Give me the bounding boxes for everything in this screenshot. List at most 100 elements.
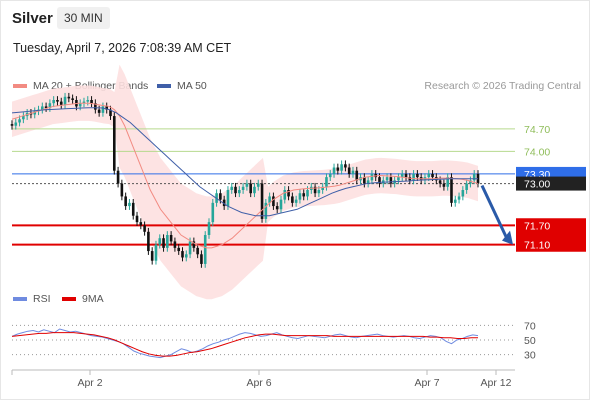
candle-bullish xyxy=(268,196,271,203)
candle-bullish xyxy=(412,173,415,181)
support-label-71.70: 71.70 xyxy=(524,220,550,232)
candle-bearish xyxy=(181,251,184,258)
candle-bearish xyxy=(139,222,143,226)
legend-ma50-label: MA 50 xyxy=(177,80,207,92)
candle-bullish xyxy=(453,199,457,203)
legend-rsi: RSI xyxy=(13,293,51,305)
candle-bearish xyxy=(116,170,120,184)
candle-bullish xyxy=(245,183,249,187)
x-tick-label: Apr 2 xyxy=(77,377,102,389)
candle-bullish xyxy=(101,106,105,113)
candle-bullish xyxy=(264,202,268,219)
candle-bearish xyxy=(196,247,199,255)
ma9-swatch xyxy=(62,297,76,301)
candle-bullish xyxy=(328,173,332,178)
candle-bearish xyxy=(249,183,252,194)
candle-bullish xyxy=(279,199,283,210)
candle-bearish xyxy=(287,190,290,197)
candle-bearish xyxy=(219,193,222,200)
datetime-label: Tuesday, April 7, 2026 7:08:39 AM CET xyxy=(13,41,232,55)
candle-bullish xyxy=(446,177,449,187)
rsi-swatch xyxy=(13,297,27,301)
candle-bearish xyxy=(313,186,317,194)
forecast-arrow-shaft xyxy=(480,184,508,238)
candle-bearish xyxy=(222,199,226,207)
candle-bearish xyxy=(355,170,359,181)
candle-bearish xyxy=(275,206,279,210)
candle-bullish xyxy=(188,241,192,255)
candle-bullish xyxy=(207,222,211,235)
candle-bullish xyxy=(461,190,465,197)
last-price-box xyxy=(516,176,586,191)
candle-bearish xyxy=(192,241,196,248)
candle-bullish xyxy=(78,103,82,107)
instrument-title: Silver xyxy=(12,10,53,27)
candle-bearish xyxy=(272,196,275,207)
candle-bearish xyxy=(363,177,366,184)
candle-bearish xyxy=(90,100,93,104)
candle-bearish xyxy=(347,167,351,174)
ma50-swatch xyxy=(157,84,171,88)
candle-bearish xyxy=(67,96,71,99)
candle-bearish xyxy=(450,177,453,203)
candle-bullish xyxy=(154,244,158,261)
candle-bearish xyxy=(234,186,237,194)
legend-9ma-label: 9MA xyxy=(82,293,104,305)
candle-bearish xyxy=(336,167,340,171)
candle-bullish xyxy=(457,196,461,200)
last-price-label: 73.00 xyxy=(524,179,550,191)
candle-bearish xyxy=(44,106,48,109)
candle-bullish xyxy=(41,106,44,110)
candle-bullish xyxy=(82,101,86,104)
candle-bullish xyxy=(86,100,90,102)
candle-bullish xyxy=(184,254,188,258)
candle-bullish xyxy=(33,111,37,115)
support-label-71.10: 71.10 xyxy=(524,240,550,252)
candle-bearish xyxy=(59,101,63,105)
candle-bullish xyxy=(340,164,343,171)
candle-bullish xyxy=(211,202,215,223)
candle-bearish xyxy=(416,173,419,178)
candle-bullish xyxy=(22,116,25,120)
candle-bearish xyxy=(56,100,59,102)
candle-bearish xyxy=(135,215,139,223)
candle-bullish xyxy=(427,173,431,178)
candle-bearish xyxy=(131,202,135,216)
ma20-line xyxy=(11,102,479,249)
candle-bullish xyxy=(321,186,324,190)
candle-bearish xyxy=(124,196,127,207)
candle-bearish xyxy=(344,164,347,168)
candle-bearish xyxy=(94,103,97,110)
last-price-tag: 73.00 xyxy=(516,176,586,191)
candle-bullish xyxy=(366,180,370,184)
candle-bearish xyxy=(200,254,203,264)
timeframe-button[interactable]: 30 MIN xyxy=(57,7,110,29)
candle-bullish xyxy=(370,173,374,181)
rsi-level-label-30: 30 xyxy=(524,350,536,362)
candle-bullish xyxy=(128,202,131,207)
candle-bullish xyxy=(385,177,389,181)
candle-bullish xyxy=(283,190,287,200)
candle-bullish xyxy=(52,100,55,104)
x-tick-label: Apr 7 xyxy=(414,377,439,389)
candle-bullish xyxy=(158,238,162,245)
candle-bullish xyxy=(256,183,260,187)
candle-bullish xyxy=(241,186,245,190)
rsi-level-label-50: 50 xyxy=(524,335,536,347)
candle-bearish xyxy=(291,196,294,203)
rsi-ma-line xyxy=(11,332,478,357)
candle-bullish xyxy=(18,119,21,123)
candle-bearish xyxy=(105,106,109,110)
candle-bullish xyxy=(397,177,400,181)
candle-bullish xyxy=(317,190,321,194)
legend-ma50: MA 50 xyxy=(157,80,207,92)
candle-bullish xyxy=(14,122,18,126)
candle-bullish xyxy=(332,167,336,174)
candle-bullish xyxy=(325,177,328,187)
level-label-74.00: 74.00 xyxy=(524,146,550,158)
forecast-arrow-head xyxy=(502,230,513,245)
candle-bullish xyxy=(469,180,472,184)
candle-bearish xyxy=(404,173,408,178)
ma20-swatch xyxy=(13,84,27,88)
